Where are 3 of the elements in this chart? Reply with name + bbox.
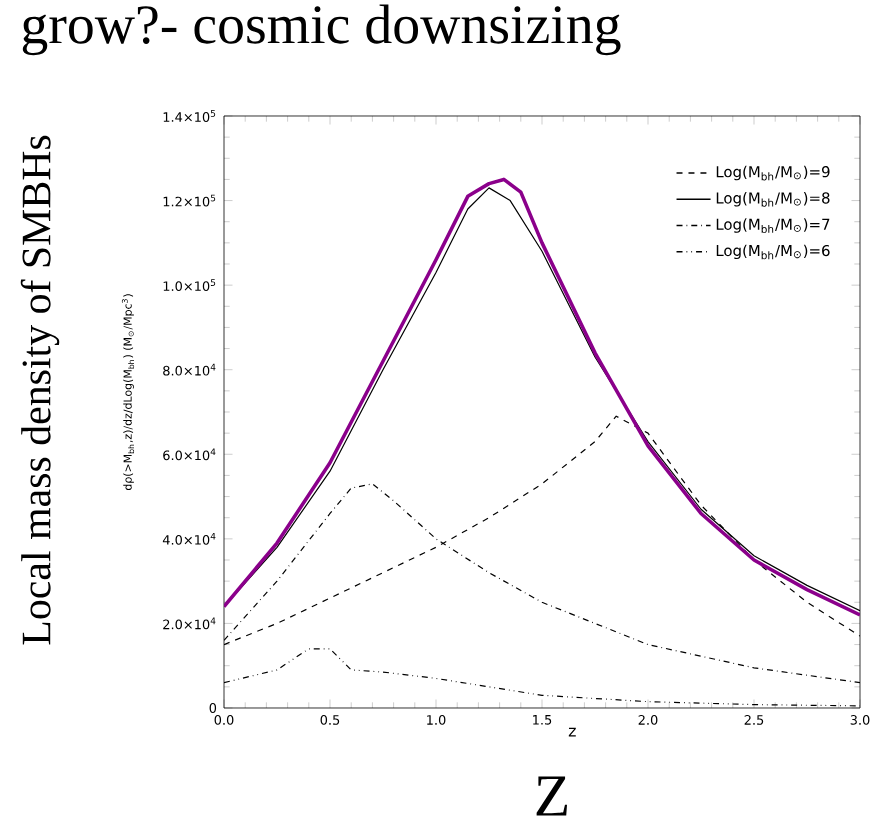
y-axis-title: Local mass density of SMBHs <box>20 135 60 645</box>
chart-title: grow?- cosmic downsizing <box>22 4 621 56</box>
text: Z <box>536 776 567 816</box>
